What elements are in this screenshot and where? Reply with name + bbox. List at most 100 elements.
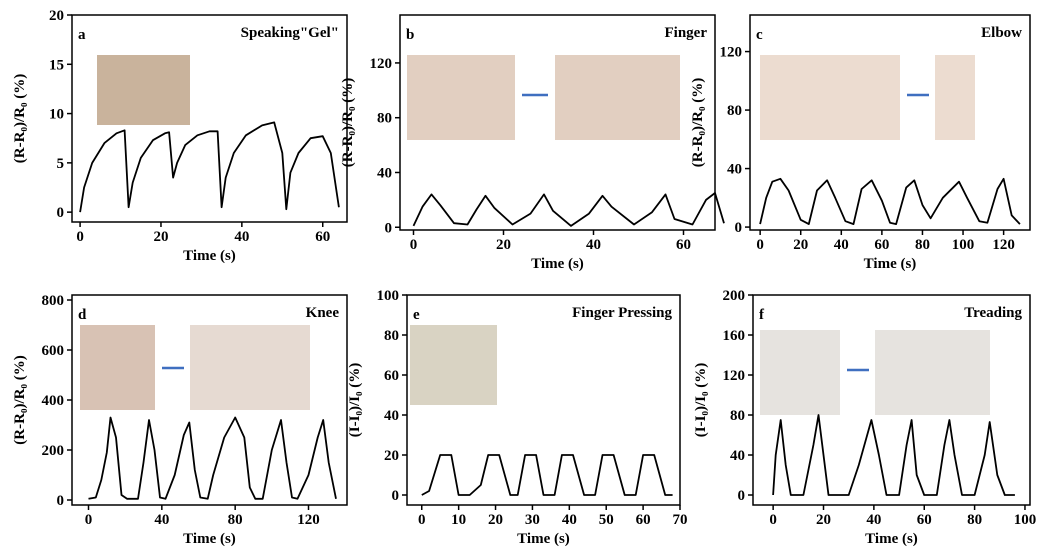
y-tick-label: 120 [723,368,746,384]
x-tick-label: 40 [234,229,249,245]
x-tick-label: 60 [636,512,651,528]
panel: 0 10 20 30 40 50 60 70 0 20 40 60 80 100 Time (s) (I-I₀… [347,288,688,547]
y-axis-label: (I-I₀)/I₀ (%) [347,363,363,437]
y-tick-label: 0 [735,220,743,236]
photo [555,55,680,140]
x-tick-label: 60 [315,229,330,245]
x-tick-label: 70 [673,512,688,528]
x-tick-label: 40 [866,512,881,528]
x-tick-label: 10 [451,512,466,528]
y-axis-label: (R-R₀)/R₀ (%) [12,355,28,444]
y-tick-label: 40 [730,448,745,464]
y-tick-label: 120 [720,45,743,61]
x-tick-label: 20 [816,512,831,528]
x-tick-label: 40 [562,512,577,528]
x-tick-label: 120 [992,237,1015,253]
y-tick-label: 20 [384,448,399,464]
y-axis-label: (R-R₀)/R₀ (%) [12,74,28,163]
photo [80,325,155,410]
arrows [162,93,929,372]
panel-title: Treading [964,305,1022,321]
photos [80,55,990,415]
y-tick-label: 100 [377,288,400,304]
panel: 0 20 40 60 0 40 80 120 Time (s) (R-R₀)/R₀ (%) b Fin… [340,14,725,272]
panel-letter: c [756,27,763,43]
y-tick-label: 20 [49,8,64,24]
y-tick-label: 0 [738,488,746,504]
x-tick-label: 60 [676,237,691,253]
panel-title: Finger [665,25,708,41]
panel: 0 20 40 60 80 100 120 0 40 80 120 Time (s) (R-R₀)/R₀… [690,14,1031,272]
x-tick-label: 30 [525,512,540,528]
panel: 0 20 40 60 0 5 10 15 20 Time (s) (R-R₀)/R₀ (%) a Spe… [12,8,348,264]
x-tick-label: 0 [418,512,426,528]
x-tick-label: 80 [228,512,243,528]
panel: 0 40 80 120 0 200 400 600 800 Time (s) (R-R₀)/R₀ (… [12,293,348,547]
x-tick-label: 60 [874,237,889,253]
x-tick-label: 40 [154,512,169,528]
x-tick-label: 100 [952,237,975,253]
y-axis-label: (R-R₀)/R₀ (%) [340,78,356,167]
x-axis-label: Time (s) [183,531,236,547]
x-tick-label: 20 [793,237,808,253]
photo [760,330,840,415]
photo [407,55,515,140]
y-tick-label: 200 [42,443,65,459]
panel-letter: e [413,307,420,323]
photo [935,55,975,140]
data-line [88,416,337,500]
x-tick-label: 80 [967,512,982,528]
y-tick-label: 15 [49,57,64,73]
plot-frame [71,14,348,223]
panel: 0 20 40 60 80 100 0 40 80 120 160 200 Time (s) (I-I₀)… [693,288,1036,547]
x-axis-label: Time (s) [864,256,917,272]
y-tick-label: 40 [384,408,399,424]
x-tick-label: 0 [410,237,418,253]
x-tick-label: 0 [769,512,777,528]
y-axis-label: (I-I₀)/I₀ (%) [693,363,709,437]
panel-letter: b [406,27,414,43]
panel-letter: f [759,307,765,323]
panel-title: Knee [306,305,340,321]
y-tick-label: 0 [385,220,393,236]
y-tick-label: 200 [723,288,746,304]
panel-letter: a [78,27,86,43]
y-tick-label: 160 [723,328,746,344]
x-tick-label: 100 [1014,512,1037,528]
x-axis-label: Time (s) [865,531,918,547]
y-axis-label: (R-R₀)/R₀ (%) [690,78,706,167]
photo [97,55,190,125]
y-tick-label: 5 [57,156,65,172]
x-axis-label: Time (s) [531,256,584,272]
y-tick-label: 400 [42,393,65,409]
plot-frame [752,294,1031,506]
x-axis-label: Time (s) [517,531,570,547]
y-tick-label: 80 [384,328,399,344]
y-tick-label: 0 [57,493,65,509]
panel-letter: d [78,307,87,323]
data-line [759,177,1021,225]
x-tick-label: 20 [496,237,511,253]
panel-title: Finger Pressing [572,305,672,321]
plot-frame [399,14,716,231]
photo [875,330,990,415]
x-tick-label: 20 [488,512,503,528]
y-tick-label: 0 [57,205,65,221]
x-tick-label: 50 [599,512,614,528]
x-tick-label: 40 [586,237,601,253]
photo [190,325,310,410]
y-tick-label: 120 [370,56,393,72]
y-tick-label: 800 [42,293,65,309]
x-tick-label: 80 [915,237,930,253]
x-tick-label: 120 [297,512,320,528]
panel-title: Elbow [981,25,1022,41]
data-line [79,121,340,213]
y-tick-label: 80 [727,103,742,119]
y-tick-label: 40 [377,165,392,181]
y-tick-label: 80 [377,111,392,127]
data-line [772,414,1015,496]
plot-frame [406,294,681,506]
y-tick-label: 600 [42,343,65,359]
data-line [421,454,673,496]
